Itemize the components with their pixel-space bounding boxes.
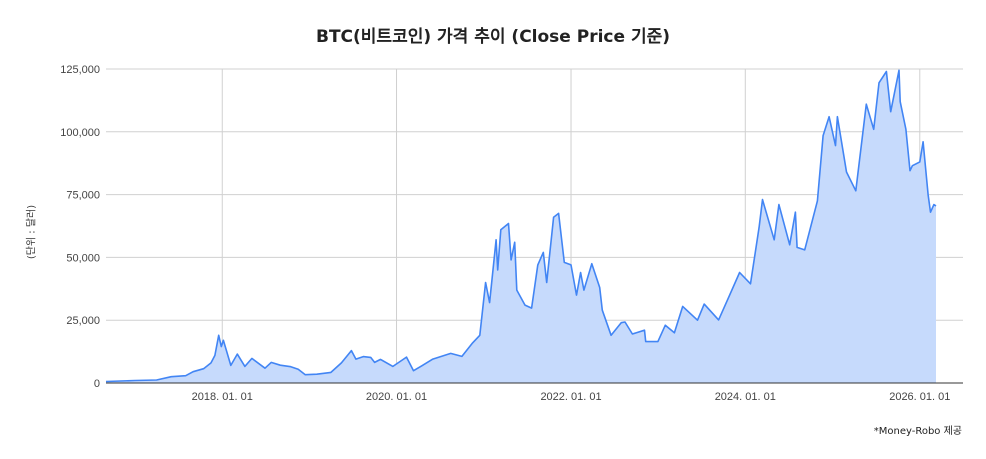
- price-line: [105, 69, 937, 383]
- price-area-fill: [106, 70, 936, 384]
- x-tick-label: 2020. 01. 01: [366, 391, 427, 403]
- y-tick-label: 125,000: [60, 64, 100, 76]
- y-tick-label: 100,000: [60, 127, 100, 139]
- y-tick-label: 25,000: [66, 315, 100, 327]
- source-credit: *Money-Robo 제공: [873, 426, 962, 437]
- y-tick-label: 0: [94, 378, 100, 390]
- y-tick-label: 75,000: [66, 190, 100, 202]
- x-tick-label: 2022. 01. 01: [540, 391, 601, 403]
- y-tick-label: 50,000: [66, 252, 100, 264]
- chart-title: BTC(비트코인) 가격 추이 (Close Price 기준): [315, 27, 670, 47]
- x-tick-label: 2026. 01. 01: [889, 391, 950, 403]
- x-tick-label: 2018. 01. 01: [192, 391, 253, 403]
- x-tick-label: 2024. 01. 01: [715, 391, 776, 403]
